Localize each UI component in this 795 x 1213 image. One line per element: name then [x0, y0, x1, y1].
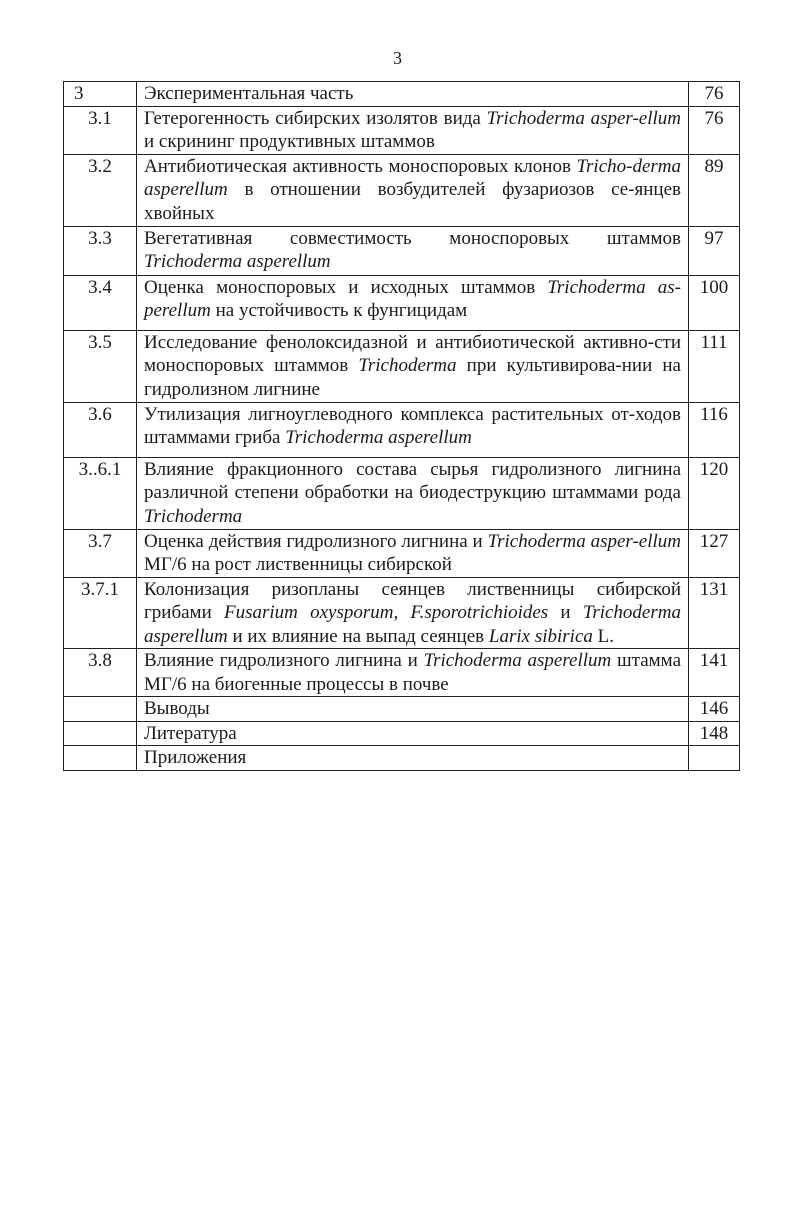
toc-row: Литература 148: [63, 720, 740, 746]
page-ref: 120: [688, 456, 740, 530]
section-title: Влияние гидролизного лигнина и Trichoder…: [136, 648, 689, 697]
italic-species-name: Trichoderma as-perellum: [144, 276, 681, 322]
section-title: Исследование фенолоксидазной и антибиоти…: [136, 329, 689, 403]
section-title: Колонизация ризопланы сеянцев лиственниц…: [136, 576, 689, 649]
section-number: 3.3: [63, 225, 137, 276]
section-number: [63, 696, 137, 722]
section-number: 3.8: [63, 648, 137, 697]
italic-species-name: Tricho-derma asperellum: [144, 155, 681, 201]
title-text: Колонизация ризопланы сеянцев лиственниц…: [144, 578, 681, 624]
section-number: 3.7: [63, 528, 137, 578]
italic-species-name: Trichoderma asperellum: [144, 602, 681, 647]
page-ref: 89: [688, 153, 740, 227]
italic-species-name: Trichoderma asper-ellum: [486, 107, 681, 129]
section-number: 3.4: [63, 274, 137, 331]
page-ref: 141: [688, 648, 740, 697]
title-text: Гетерогенность сибирских изолятов вида: [144, 107, 487, 129]
table-of-contents: 3 Экспериментальная часть 76 3.1 Гетерогенно…: [63, 81, 740, 771]
page-ref: [688, 745, 740, 771]
title-text: МГ/6 на рост лиственницы сибирской: [144, 554, 452, 575]
italic-species-name: Trichoderma: [358, 355, 457, 376]
section-number: 3.2: [63, 153, 137, 227]
title-text: и: [548, 602, 583, 623]
title-text: Утилизация лигноуглеводного комплекса ра…: [144, 403, 681, 449]
toc-row: 3.7.1 Колонизация ризопланы сеянцев листв…: [63, 576, 740, 649]
toc-row: 3 Экспериментальная часть 76: [63, 81, 740, 107]
toc-row: 3..6.1 Влияние фракционного состава сырья…: [63, 456, 740, 530]
section-number: 3: [63, 81, 137, 107]
section-number: 3.1: [63, 105, 137, 155]
toc-row: 3.5 Исследование фенолоксидазной и антиби…: [63, 329, 740, 403]
page-ref: 100: [688, 274, 740, 331]
section-title: Антибиотическая активность моноспоровых …: [136, 153, 689, 227]
page-ref: 131: [688, 576, 740, 649]
toc-row: 3.7 Оценка действия гидролизного лигнина …: [63, 528, 740, 578]
section-title: Литература: [136, 720, 689, 746]
page-ref: 127: [688, 528, 740, 578]
section-number: 3.6: [63, 401, 137, 458]
title-text: штамма МГ/6 на биогенные процессы в почв…: [144, 650, 682, 695]
toc-row: Выводы 146: [63, 696, 740, 722]
section-title: Вегетативная совместимость моноспоровых …: [136, 225, 689, 276]
section-title: Утилизация лигноуглеводного комплекса ра…: [136, 401, 689, 458]
section-number: [63, 720, 137, 746]
title-text: Экспериментальная часть: [144, 83, 354, 104]
toc-row: Приложения: [63, 745, 740, 771]
page-number: 3: [393, 48, 402, 68]
toc-row: 3.2 Антибиотическая активность моноспоров…: [63, 153, 740, 227]
title-text: Оценка действия гидролизного лигнина и: [144, 530, 488, 552]
title-text: Литература: [144, 722, 237, 744]
section-title: Оценка действия гидролизного лигнина и T…: [136, 528, 689, 578]
page-ref: 76: [688, 81, 740, 107]
title-text: Исследование фенолоксидазной и антибиоти…: [144, 331, 681, 377]
title-text: и скрининг продуктивных штаммов: [144, 131, 435, 152]
italic-species-name: Trichoderma asperellum: [285, 427, 472, 448]
title-text: Вегетативная совместимость моноспоровых …: [144, 227, 681, 249]
page-ref: 97: [688, 225, 740, 276]
title-text: и их влияние на выпад сеянцев: [227, 625, 489, 647]
section-number: 3.5: [63, 329, 137, 403]
page-ref: 111: [688, 329, 740, 403]
section-number: 3..6.1: [63, 456, 137, 530]
page-ref: 146: [688, 696, 740, 722]
italic-species-name: Larix sibirica: [488, 625, 593, 647]
italic-species-name: Trichoderma: [144, 505, 243, 527]
title-text: L.: [592, 625, 614, 647]
section-number: 3.7.1: [63, 576, 137, 649]
title-text: Оценка моноспоровых и исходных штаммов: [144, 276, 548, 298]
toc-row: 3.1 Гетерогенность сибирских изолятов вид…: [63, 105, 740, 155]
title-text: Влияние гидролизного лигнина и: [144, 650, 424, 671]
toc-row: 3.4 Оценка моноспоровых и исходных штаммо…: [63, 274, 740, 331]
title-text: при культивирова-нии на гидролизном лигн…: [144, 355, 681, 400]
toc-row: 3.6 Утилизация лигноуглеводного комплекса…: [63, 401, 740, 458]
title-text: Антибиотическая активность моноспоровых …: [144, 155, 577, 177]
section-title: Влияние фракционного состава сырья гидро…: [136, 456, 689, 530]
section-title: Выводы: [136, 696, 689, 722]
toc-row: 3.8 Влияние гидролизного лигнина и Tricho…: [63, 648, 740, 697]
title-text: в отношении возбудителей фузариозов се-я…: [144, 179, 681, 224]
page-ref: 116: [688, 401, 740, 458]
italic-species-name: Trichoderma asperellum: [144, 251, 331, 272]
section-title: Оценка моноспоровых и исходных штаммов T…: [136, 274, 689, 331]
title-text: на устойчивость к фунгицидам: [210, 300, 468, 321]
section-number: [63, 745, 137, 771]
italic-species-name: Trichoderma asperellum: [423, 650, 612, 671]
section-title: Экспериментальная часть: [136, 81, 689, 107]
page-ref: 76: [688, 105, 740, 155]
title-text: Приложения: [144, 747, 247, 768]
section-title: Гетерогенность сибирских изолятов вида T…: [136, 105, 689, 155]
italic-species-name: Trichoderma asper-ellum: [487, 530, 681, 552]
italic-species-name: Fusarium oxysporum, F.sporotrichioides: [223, 602, 549, 623]
toc-row: 3.3 Вегетативная совместимость моноспоров…: [63, 225, 740, 276]
page-ref: 148: [688, 720, 740, 746]
title-text: Выводы: [144, 698, 210, 719]
title-text: Влияние фракционного состава сырья гидро…: [144, 458, 681, 504]
section-title: Приложения: [136, 745, 689, 771]
